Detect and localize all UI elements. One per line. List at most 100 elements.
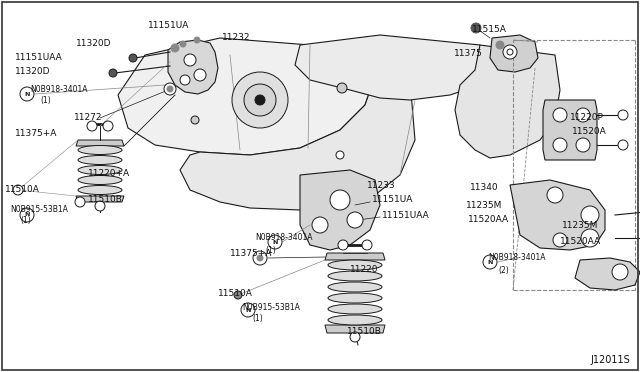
Text: 11220+A: 11220+A <box>88 169 130 177</box>
Text: 11510A: 11510A <box>218 289 253 298</box>
Text: (1): (1) <box>40 96 51 105</box>
Ellipse shape <box>328 293 382 303</box>
Circle shape <box>253 251 267 265</box>
Text: 11375+A: 11375+A <box>15 129 58 138</box>
Polygon shape <box>168 40 218 94</box>
Circle shape <box>581 229 599 247</box>
Circle shape <box>167 86 173 92</box>
Text: N: N <box>487 260 493 264</box>
Text: N: N <box>245 308 251 312</box>
Polygon shape <box>118 38 380 155</box>
Polygon shape <box>575 258 640 290</box>
Circle shape <box>507 49 513 55</box>
Circle shape <box>581 206 599 224</box>
Ellipse shape <box>78 176 122 185</box>
Text: 11235M: 11235M <box>562 221 598 230</box>
Text: 11375+A: 11375+A <box>230 250 273 259</box>
Circle shape <box>194 37 200 43</box>
Text: 11151UAA: 11151UAA <box>15 52 63 61</box>
Text: N: N <box>272 240 278 244</box>
Circle shape <box>553 108 567 122</box>
Text: (1): (1) <box>252 314 263 324</box>
Polygon shape <box>180 62 415 210</box>
Circle shape <box>257 255 263 261</box>
Text: 11520A: 11520A <box>572 128 607 137</box>
Text: 11232: 11232 <box>222 32 250 42</box>
Text: N: N <box>24 92 29 96</box>
Circle shape <box>129 54 137 62</box>
Text: 11515A: 11515A <box>472 25 507 33</box>
Polygon shape <box>455 45 560 158</box>
Circle shape <box>362 240 372 250</box>
Circle shape <box>241 303 255 317</box>
Circle shape <box>75 197 85 207</box>
Circle shape <box>337 83 347 93</box>
Circle shape <box>191 116 199 124</box>
Text: 11220P: 11220P <box>570 113 604 122</box>
Text: (1): (1) <box>20 217 31 225</box>
Polygon shape <box>300 170 380 250</box>
Polygon shape <box>295 35 490 100</box>
Text: 11151UA: 11151UA <box>372 196 413 205</box>
Text: N0B918-3401A: N0B918-3401A <box>255 234 312 243</box>
Ellipse shape <box>78 155 122 164</box>
Circle shape <box>503 45 517 59</box>
Text: J12011S: J12011S <box>590 355 630 365</box>
Text: N0B918-3401A: N0B918-3401A <box>30 84 88 93</box>
Polygon shape <box>325 325 385 333</box>
Polygon shape <box>76 140 124 146</box>
Circle shape <box>330 190 350 210</box>
Text: 11220: 11220 <box>350 266 378 275</box>
Polygon shape <box>490 35 538 72</box>
Circle shape <box>496 41 504 49</box>
Circle shape <box>471 23 481 33</box>
Text: 11320D: 11320D <box>15 67 51 76</box>
Circle shape <box>234 291 242 299</box>
Text: 11320D: 11320D <box>76 39 111 48</box>
Text: 11520AA: 11520AA <box>468 215 509 224</box>
Circle shape <box>347 212 363 228</box>
Circle shape <box>268 235 282 249</box>
Text: 11340: 11340 <box>470 183 499 192</box>
Circle shape <box>547 187 563 203</box>
Circle shape <box>336 151 344 159</box>
Circle shape <box>244 84 276 116</box>
Text: (2): (2) <box>498 266 509 275</box>
Circle shape <box>194 69 206 81</box>
Circle shape <box>576 108 590 122</box>
Circle shape <box>109 69 117 77</box>
Circle shape <box>171 44 179 52</box>
Circle shape <box>20 208 34 222</box>
Text: 11510B: 11510B <box>88 196 123 205</box>
Polygon shape <box>510 180 605 250</box>
Ellipse shape <box>78 186 122 195</box>
Ellipse shape <box>328 282 382 292</box>
Circle shape <box>255 95 265 105</box>
Text: 11151UAA: 11151UAA <box>382 211 429 219</box>
Circle shape <box>184 54 196 66</box>
Circle shape <box>612 264 628 280</box>
Ellipse shape <box>328 315 382 325</box>
Ellipse shape <box>328 260 382 270</box>
Circle shape <box>483 255 497 269</box>
Circle shape <box>95 201 105 211</box>
Circle shape <box>576 138 590 152</box>
Text: N0B915-53B1A: N0B915-53B1A <box>242 302 300 311</box>
Text: (1): (1) <box>265 246 276 254</box>
Ellipse shape <box>328 304 382 314</box>
Circle shape <box>553 138 567 152</box>
Circle shape <box>312 217 328 233</box>
Text: 11520AA: 11520AA <box>560 237 601 247</box>
Text: 11233: 11233 <box>367 180 396 189</box>
Ellipse shape <box>78 145 122 154</box>
Text: N0B915-53B1A: N0B915-53B1A <box>10 205 68 214</box>
Circle shape <box>103 121 113 131</box>
Text: 11375: 11375 <box>454 49 483 58</box>
Circle shape <box>164 83 176 95</box>
Circle shape <box>553 233 567 247</box>
Text: 11151UA: 11151UA <box>148 22 189 31</box>
Circle shape <box>13 185 23 195</box>
Circle shape <box>180 41 186 47</box>
Circle shape <box>338 240 348 250</box>
Text: N0B918-3401A: N0B918-3401A <box>488 253 545 263</box>
